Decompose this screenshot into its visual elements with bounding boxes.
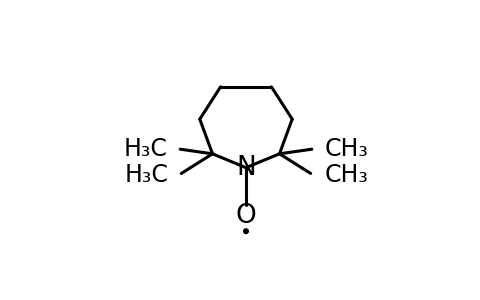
Text: H₃C: H₃C	[123, 137, 168, 161]
Text: CH₃: CH₃	[324, 137, 369, 161]
Text: N: N	[236, 155, 256, 181]
Text: CH₃: CH₃	[324, 163, 369, 187]
Text: H₃C: H₃C	[125, 163, 168, 187]
Text: O: O	[236, 203, 256, 229]
Circle shape	[244, 229, 248, 233]
